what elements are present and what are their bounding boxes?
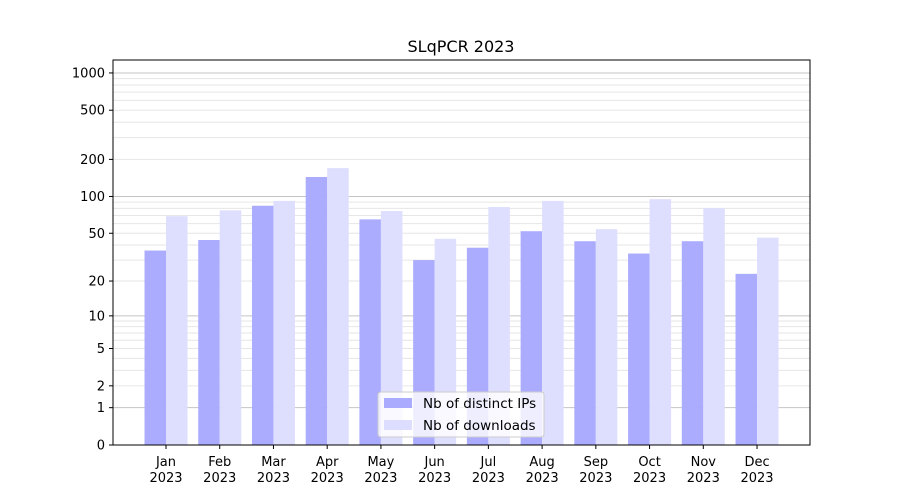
legend-box — [377, 391, 545, 438]
bar-distinct-ips — [198, 240, 220, 445]
bar-downloads — [703, 208, 725, 445]
x-tick-label: 2023 — [633, 471, 666, 486]
bar-distinct-ips — [574, 241, 596, 445]
y-tick-label: 2 — [97, 379, 105, 394]
bar-distinct-ips — [681, 241, 704, 445]
bar-downloads — [327, 168, 349, 446]
x-tick-label: Jun — [423, 455, 444, 470]
bar-distinct-ips — [735, 273, 758, 445]
bar-downloads — [757, 237, 779, 445]
bar-distinct-ips — [305, 176, 328, 446]
y-tick-label: 1000 — [72, 66, 105, 81]
x-tick-label: 2023 — [472, 471, 505, 486]
x-tick-label: 2023 — [364, 471, 397, 486]
x-tick-label: Sep — [584, 455, 609, 470]
x-tick-label: 2023 — [418, 471, 451, 486]
x-tick-label: Apr — [316, 455, 339, 470]
x-tick-label: 2023 — [740, 471, 773, 486]
y-tick-label: 500 — [80, 104, 105, 119]
x-tick-label: Dec — [744, 455, 769, 470]
x-tick-label: 2023 — [687, 471, 720, 486]
x-tick-label: 2023 — [203, 471, 236, 486]
y-tick-label: 20 — [88, 275, 105, 290]
chart-title: SLqPCR 2023 — [408, 37, 515, 56]
bar-downloads — [649, 199, 672, 445]
legend-swatch-downloads — [384, 420, 412, 430]
bar-distinct-ips — [144, 250, 166, 445]
x-tick-label: May — [367, 455, 394, 470]
y-tick-label: 200 — [80, 153, 105, 168]
bars — [144, 168, 779, 446]
y-tick-label: 0 — [97, 439, 105, 454]
legend: Nb of distinct IPs Nb of downloads — [377, 391, 545, 438]
bar-downloads — [166, 216, 188, 445]
y-axis: 0 1 2 5 10 20 50 100 200 500 1000 — [72, 66, 113, 454]
legend-label-ips: Nb of distinct IPs — [423, 396, 536, 412]
x-tick-label: 2023 — [526, 471, 559, 486]
x-tick-label: Jul — [480, 455, 497, 470]
y-tick-label: 5 — [97, 342, 105, 357]
plot-frame — [112, 59, 811, 446]
legend-label-downloads: Nb of downloads — [423, 418, 536, 434]
x-tick-label: Oct — [638, 455, 660, 470]
x-tick-label: Nov — [691, 455, 717, 470]
bar-downloads — [595, 229, 618, 445]
bar-distinct-ips — [628, 253, 650, 445]
x-tick-label: Jan — [155, 455, 176, 470]
y-tick-label: 10 — [88, 309, 105, 324]
y-tick-label: 100 — [80, 190, 105, 205]
y-tick-label: 1 — [97, 401, 105, 416]
bar-downloads — [273, 200, 295, 445]
bar-downloads — [219, 210, 242, 445]
x-tick-label: Aug — [529, 455, 554, 470]
x-tick-label: 2023 — [257, 471, 290, 486]
x-tick-label: 2023 — [311, 471, 344, 486]
bar-distinct-ips — [359, 219, 381, 445]
x-tick-label: 2023 — [579, 471, 612, 486]
x-tick-label: 2023 — [149, 471, 182, 486]
y-tick-label: 50 — [88, 227, 105, 242]
bar-distinct-ips — [251, 205, 274, 445]
x-axis: Jan2023Feb2023Mar2023Apr2023May2023Jun20… — [149, 445, 774, 486]
x-tick-label: Feb — [208, 455, 231, 470]
x-tick-label: Mar — [261, 455, 286, 470]
bar-downloads — [488, 207, 510, 445]
bar-downloads — [542, 200, 564, 445]
legend-swatch-ips — [384, 398, 412, 408]
bar-downloads — [380, 211, 403, 445]
